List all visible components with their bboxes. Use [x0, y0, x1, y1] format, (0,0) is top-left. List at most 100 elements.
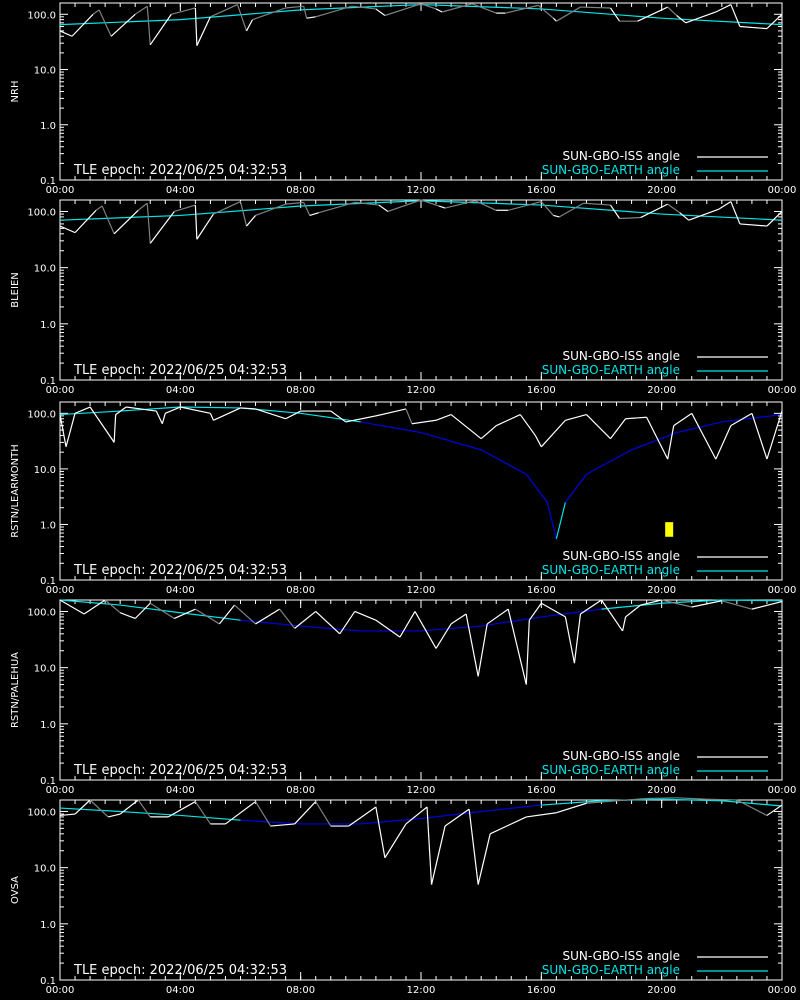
- legend-earth-label: SUN-GBO-EARTH angle: [542, 963, 680, 977]
- y-tick-label: 1.0: [40, 121, 56, 132]
- iss-angle-line-segment: [195, 608, 220, 625]
- y-tick-label: 1.0: [40, 920, 56, 931]
- iss-angle-line-segment: [137, 799, 151, 818]
- earth-angle-line-segment: [420, 810, 482, 820]
- iss-angle-line-segment: [565, 413, 587, 421]
- x-tick-label: 00:00: [768, 585, 797, 596]
- iss-angle-line-segment: [375, 8, 386, 16]
- y-axis-label: OVSA: [10, 876, 21, 904]
- iss-angle-line-segment: [315, 611, 341, 635]
- earth-angle-line-segment: [661, 17, 783, 26]
- iss-angle-line-segment: [730, 412, 753, 427]
- iss-angle-line-segment: [540, 419, 566, 448]
- x-tick-label: 04:00: [166, 985, 195, 996]
- iss-angle-line-segment: [255, 801, 272, 827]
- iss-angle-line-segment: [667, 203, 681, 214]
- x-tick-label: 00:00: [46, 785, 75, 796]
- iss-angle-line-segment: [450, 414, 482, 440]
- earth-angle-line-segment: [541, 608, 602, 618]
- earth-angle-line-segment: [661, 213, 783, 221]
- iss-angle-line-segment: [309, 212, 319, 217]
- iss-angle-line-segment: [285, 410, 301, 420]
- iss-angle-line-segment: [174, 608, 196, 620]
- iss-angle-line-segment: [580, 599, 602, 615]
- iss-angle-line-segment: [715, 425, 732, 460]
- iss-angle-line-segment: [285, 201, 304, 205]
- iss-angle-line-segment: [255, 608, 280, 625]
- iss-angle-line-segment: [239, 201, 248, 227]
- x-tick-label: 00:00: [46, 385, 75, 396]
- x-tick-label: 12:00: [407, 585, 436, 596]
- iss-angle-line-segment: [384, 823, 407, 859]
- x-tick-label: 08:00: [286, 185, 315, 196]
- iss-angle-line-segment: [661, 599, 692, 608]
- iss-angle-line-segment: [766, 410, 783, 460]
- iss-angle-line-segment: [477, 833, 491, 885]
- iss-angle-line-segment: [101, 205, 115, 235]
- iss-angle-line-segment: [646, 797, 677, 800]
- earth-angle-line-segment: [541, 8, 662, 19]
- iss-angle-line-segment: [146, 203, 151, 244]
- iss-angle-line-segment: [218, 604, 235, 625]
- earth-angle-line-segment: [546, 502, 557, 540]
- iss-angle-line-segment: [236, 4, 248, 32]
- iss-angle-line-segment: [252, 7, 286, 21]
- iss-angle-line-segment: [438, 205, 446, 209]
- iss-angle-line-segment: [174, 204, 196, 213]
- y-tick-label: 0.1: [40, 976, 56, 987]
- iss-angle-line-segment: [667, 425, 675, 460]
- iss-angle-line-segment: [715, 4, 732, 13]
- y-tick-label: 1.0: [40, 720, 56, 731]
- y-tick-label: 0.1: [40, 176, 56, 187]
- iss-angle-line-segment: [556, 802, 587, 814]
- earth-angle-line-segment: [180, 612, 241, 621]
- legend-earth-label: SUN-GBO-EARTH angle: [542, 763, 680, 777]
- earth-angle-line-segment: [180, 814, 241, 821]
- iss-angle-line-segment: [541, 602, 566, 618]
- iss-angle-line-segment: [255, 203, 286, 216]
- x-tick-label: 00:00: [46, 985, 75, 996]
- iss-angle-line-segment: [161, 413, 166, 424]
- iss-angle-line-segment: [92, 9, 100, 15]
- iss-angle-line-segment: [621, 616, 627, 632]
- tle-epoch-label: TLE epoch: 2022/06/25 04:32:53: [73, 763, 287, 778]
- x-tick-label: 08:00: [286, 585, 315, 596]
- y-axis-label: BLEIEN: [10, 272, 21, 308]
- iss-angle-line-segment: [766, 804, 783, 816]
- iss-angle-line-segment: [375, 619, 401, 638]
- legend-iss-label: SUN-GBO-ISS angle: [563, 549, 680, 563]
- x-tick-label: 00:00: [768, 985, 797, 996]
- tle-epoch-label: TLE epoch: 2022/06/25 04:32:53: [73, 363, 287, 378]
- iss-angle-line-segment: [640, 599, 662, 606]
- iss-angle-line-segment: [303, 202, 311, 216]
- earth-angle-line-segment: [240, 819, 301, 825]
- earth-angle-line-segment: [555, 502, 566, 540]
- iss-angle-line-segment: [134, 602, 151, 619]
- iss-angle-line-segment: [165, 406, 181, 414]
- x-tick-label: 00:00: [768, 785, 797, 796]
- iss-angle-line-segment: [444, 200, 476, 209]
- x-tick-label: 04:00: [166, 385, 195, 396]
- panel-5: 100.010.01.00.100:00 04:00 08:00 12:00 16:00…: [10, 797, 797, 996]
- y-axis-label: NRH: [10, 81, 21, 103]
- iss-angle-line-segment: [474, 200, 497, 211]
- iss-angle-line-segment: [556, 6, 581, 22]
- iss-angle-line-segment: [345, 415, 376, 423]
- y-tick-label: 10.0: [34, 864, 56, 875]
- iss-angle-line-segment: [240, 407, 256, 410]
- iss-angle-line-segment: [685, 11, 717, 24]
- iss-angle-line-segment: [444, 808, 470, 827]
- legend-iss-label: SUN-GBO-ISS angle: [563, 149, 680, 163]
- iss-angle-line-segment: [194, 801, 211, 825]
- earth-angle-line-segment: [541, 800, 602, 806]
- legend-iss-label: SUN-GBO-ISS angle: [563, 349, 680, 363]
- iss-angle-line-segment: [691, 600, 722, 608]
- iss-angle-line-segment: [405, 806, 428, 825]
- earth-angle-line-segment: [525, 473, 548, 503]
- x-tick-label: 04:00: [166, 585, 195, 596]
- iss-angle-line-segment: [375, 806, 386, 858]
- iss-angle-line-segment: [245, 19, 254, 32]
- iss-angle-line-segment: [384, 3, 422, 17]
